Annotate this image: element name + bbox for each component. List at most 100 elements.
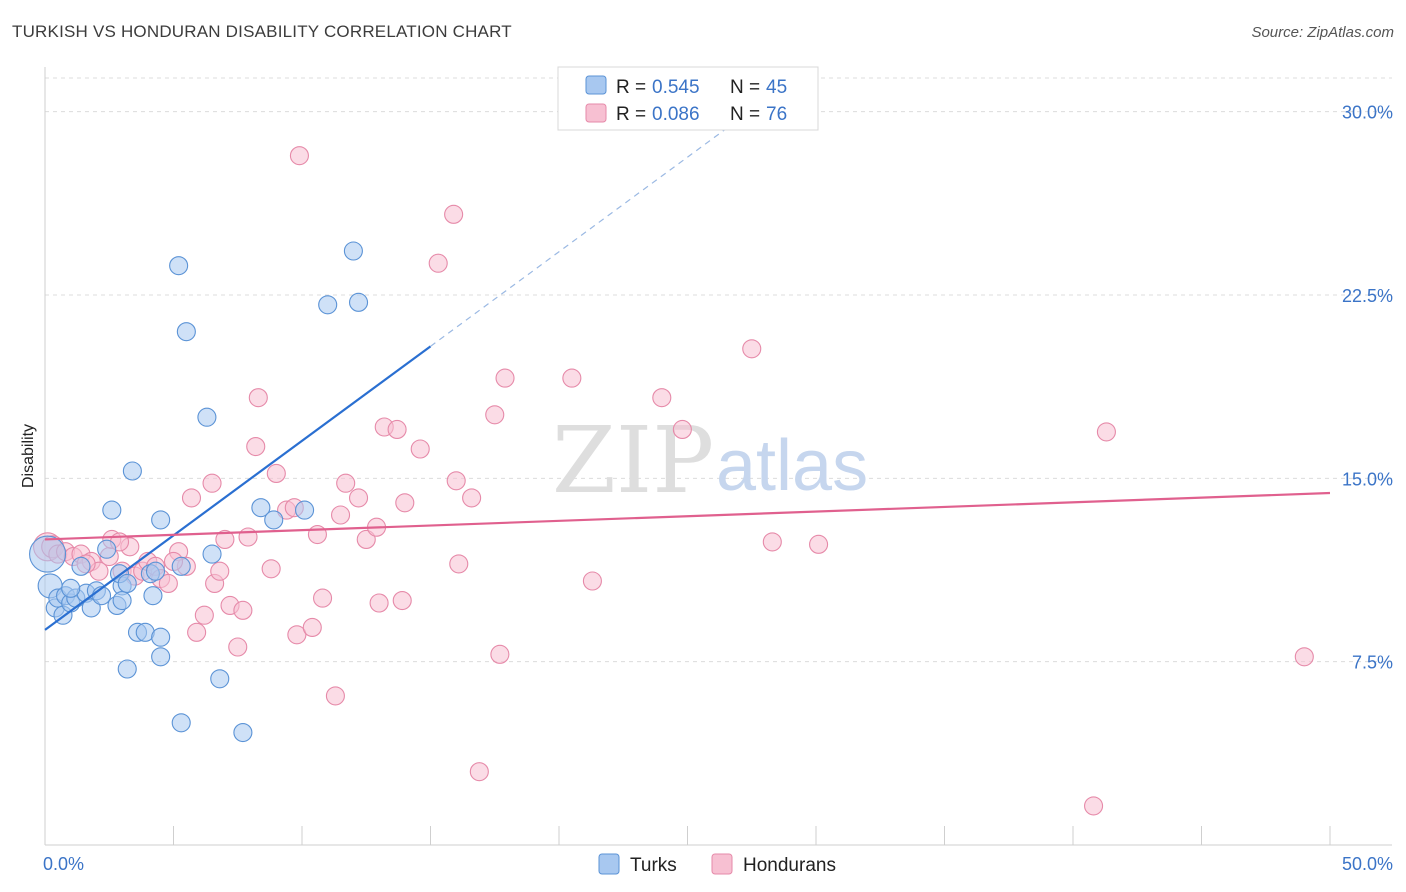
honduran-point — [261, 559, 281, 579]
turk-point — [117, 573, 137, 593]
honduran-point — [1084, 796, 1104, 816]
legend-r-label-2: R = — [616, 104, 646, 125]
y-tick-label: 30.0% — [1342, 103, 1393, 123]
turk-point — [251, 498, 271, 518]
legend-swatch-hondurans — [585, 103, 607, 123]
honduran-point — [202, 473, 222, 493]
legend-r-value-2: 0.086 — [652, 104, 700, 125]
honduran-point — [210, 561, 230, 581]
honduran-point — [215, 529, 235, 549]
honduran-point — [395, 493, 415, 513]
honduran-point — [302, 617, 322, 637]
honduran-point — [266, 463, 286, 483]
watermark: ZIP atlas — [552, 407, 868, 514]
honduran-point — [392, 591, 412, 611]
turk-point — [29, 535, 67, 573]
turk-point — [202, 544, 222, 564]
honduran-point — [238, 527, 258, 547]
honduran-point — [672, 419, 692, 439]
turk-point — [151, 627, 171, 647]
honduran-point — [356, 529, 376, 549]
honduran-point — [307, 525, 327, 545]
turk-point — [295, 500, 315, 520]
y-tick-label: 22.5% — [1342, 286, 1393, 306]
honduran-point — [336, 473, 356, 493]
honduran-point — [289, 146, 309, 166]
honduran-point — [462, 488, 482, 508]
honduran-point — [449, 554, 469, 574]
legend-n-value-1: 45 — [766, 77, 787, 98]
honduran-point — [181, 488, 202, 508]
legend-r-value-1: 0.545 — [652, 77, 700, 98]
honduran-point — [228, 637, 248, 657]
turk-point — [169, 256, 189, 276]
turk-point — [318, 295, 338, 315]
turks-points — [29, 241, 369, 743]
turk-point — [151, 510, 171, 530]
honduran-point — [194, 605, 214, 625]
x-tick-label: 50.0% — [1342, 854, 1393, 874]
y-tick-label: 15.0% — [1342, 469, 1393, 489]
honduran-point — [444, 204, 464, 224]
honduran-point — [330, 505, 351, 525]
honduran-point — [233, 600, 253, 620]
honduran-point — [742, 339, 762, 359]
bottom-legend-turks: Turks — [630, 855, 677, 876]
x-tick-labels: 0.0% 50.0% — [43, 854, 1393, 874]
turk-point — [348, 292, 369, 312]
turk-point — [117, 659, 137, 679]
axes — [44, 67, 1392, 846]
turk-point — [233, 723, 253, 743]
bottom-legend-swatch-turks — [598, 853, 620, 875]
honduran-point — [246, 437, 266, 457]
turk-point — [210, 669, 230, 689]
turk-point — [143, 586, 163, 606]
bottom-legend-swatch-hondurans — [711, 853, 733, 875]
legend-r-label-1: R = — [616, 77, 646, 98]
honduran-point — [1096, 422, 1116, 442]
watermark-zip: ZIP — [552, 407, 714, 514]
x-tick-label: 0.0% — [43, 854, 84, 874]
watermark-atlas: atlas — [716, 426, 868, 506]
honduran-point — [446, 471, 466, 491]
hondurans-trend-line — [44, 491, 1331, 541]
honduran-point — [762, 532, 782, 552]
legend-n-label-1: N = — [730, 77, 760, 98]
source-label: Source: ZipAtlas.com — [1251, 24, 1394, 41]
honduran-point — [652, 388, 672, 408]
honduran-point — [325, 686, 345, 706]
legend-swatch-turks — [585, 75, 607, 95]
honduran-point — [187, 622, 207, 642]
honduran-point — [469, 762, 489, 782]
turk-point — [81, 598, 101, 618]
turk-point — [171, 556, 191, 576]
y-tick-labels: 7.5% 15.0% 22.5% 30.0% — [1342, 103, 1393, 673]
correlation-legend: R = 0.545 N = 45 R = 0.086 N = 76 — [557, 66, 819, 131]
honduran-point — [248, 388, 268, 408]
honduran-point — [387, 419, 407, 439]
honduran-point — [1294, 647, 1314, 667]
turks-trend-extension — [430, 128, 727, 347]
honduran-point — [313, 588, 333, 608]
honduran-point — [809, 534, 829, 554]
turk-point — [122, 461, 142, 481]
trend-lines — [44, 128, 1331, 631]
honduran-point — [369, 593, 389, 613]
honduran-point — [485, 405, 505, 425]
turk-point — [264, 510, 284, 530]
honduran-point — [287, 625, 307, 645]
honduran-point — [490, 644, 510, 664]
legend-n-value-2: 76 — [766, 104, 787, 125]
bottom-legend-hondurans: Hondurans — [743, 855, 836, 876]
honduran-point — [562, 368, 582, 388]
turk-point — [145, 561, 166, 581]
turk-point — [197, 407, 217, 427]
honduran-point — [410, 439, 430, 459]
turk-point — [171, 713, 191, 733]
legend-n-label-2: N = — [730, 104, 760, 125]
turks-trend-line — [44, 345, 432, 631]
turk-point — [343, 241, 363, 261]
honduran-point — [582, 571, 602, 591]
honduran-point — [428, 253, 448, 273]
turk-point — [102, 500, 122, 520]
